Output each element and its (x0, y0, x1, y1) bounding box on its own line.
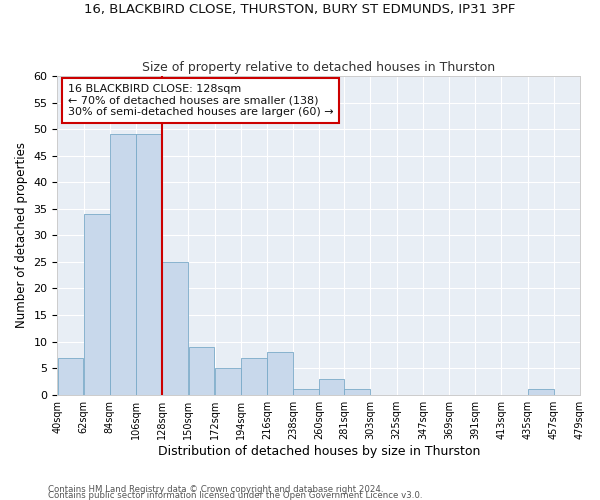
Bar (344, 390, 370, 394)
Text: 16 BLACKBIRD CLOSE: 128sqm
← 70% of detached houses are smaller (138)
30% of sem: 16 BLACKBIRD CLOSE: 128sqm ← 70% of deta… (68, 84, 334, 117)
Bar (163, 262, 188, 394)
Title: Size of property relative to detached houses in Thurston: Size of property relative to detached ho… (142, 60, 495, 74)
Bar (84, 214, 110, 394)
Bar (110, 134, 136, 394)
Bar (136, 134, 162, 394)
Bar (58, 358, 83, 395)
Bar (528, 390, 554, 394)
Bar (293, 390, 319, 394)
Bar (267, 352, 293, 395)
X-axis label: Distribution of detached houses by size in Thurston: Distribution of detached houses by size … (158, 444, 480, 458)
Text: 16, BLACKBIRD CLOSE, THURSTON, BURY ST EDMUNDS, IP31 3PF: 16, BLACKBIRD CLOSE, THURSTON, BURY ST E… (85, 2, 515, 16)
Text: Contains public sector information licensed under the Open Government Licence v3: Contains public sector information licen… (48, 490, 422, 500)
Bar (215, 368, 241, 394)
Bar (319, 379, 344, 394)
Y-axis label: Number of detached properties: Number of detached properties (15, 142, 28, 328)
Text: Contains HM Land Registry data © Crown copyright and database right 2024.: Contains HM Land Registry data © Crown c… (48, 484, 383, 494)
Bar (188, 347, 214, 395)
Bar (241, 358, 267, 395)
